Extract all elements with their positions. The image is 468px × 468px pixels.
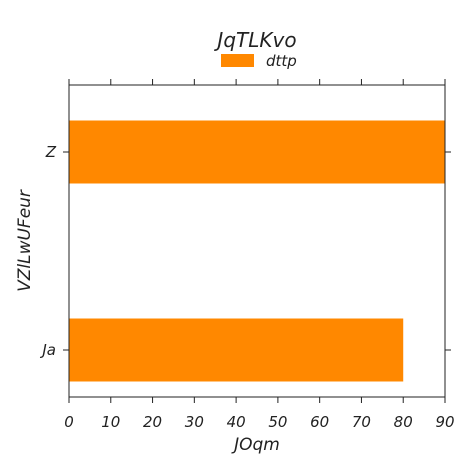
- legend-swatch: [221, 54, 254, 67]
- x-tick-label: 70: [352, 413, 371, 431]
- x-tick-label: 30: [185, 413, 204, 431]
- x-tick-label: 0: [64, 413, 74, 431]
- legend-label: dttp: [266, 52, 297, 70]
- x-tick-label: 40: [227, 413, 246, 431]
- x-tick-label: 20: [143, 413, 162, 431]
- bar-ja: [69, 318, 404, 382]
- plot-frame: [68, 84, 446, 398]
- y-axis-ticks: Ja Z: [39, 143, 451, 359]
- x-axis-ticks: 0 10 20 30 40 50 60 70 80 90: [64, 79, 455, 431]
- chart-title: JqTLKvo: [213, 28, 296, 52]
- y-tick-label: Z: [45, 143, 57, 161]
- x-tick-label: 10: [101, 413, 120, 431]
- x-tick-label: 80: [394, 413, 413, 431]
- x-tick-label: 50: [268, 413, 287, 431]
- bar-z: [69, 120, 445, 184]
- x-tick-label: 60: [310, 413, 329, 431]
- legend: dttp: [221, 52, 297, 70]
- bars-group: [69, 120, 445, 382]
- x-tick-label: 90: [435, 413, 454, 431]
- x-axis-label: JOqm: [231, 435, 280, 455]
- y-tick-label: Ja: [39, 341, 56, 359]
- y-axis-label: VZlLwUFeur: [15, 189, 35, 292]
